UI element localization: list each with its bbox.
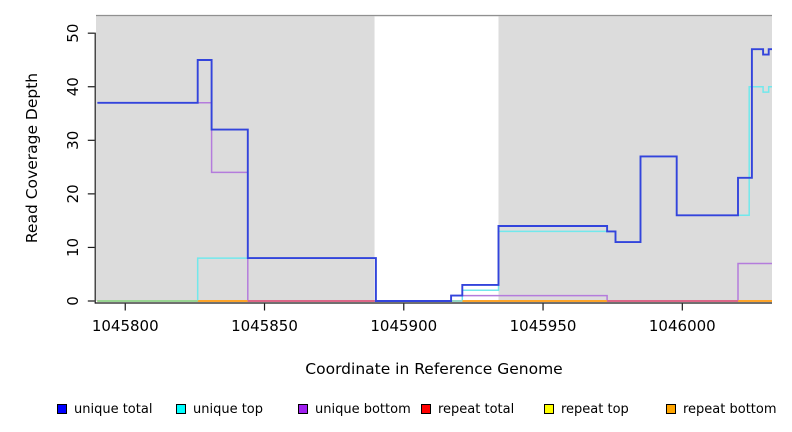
y-tick-label-20: 20	[64, 184, 82, 203]
x-tick-label-1046000: 1046000	[649, 317, 716, 335]
repeat-total-swatch-icon	[421, 404, 431, 414]
repeat-bottom-swatch-icon	[666, 404, 676, 414]
legend-item-unique-total: unique total	[57, 400, 152, 418]
unique-top-swatch-icon	[176, 404, 186, 414]
x-tick-label-1045900: 1045900	[370, 317, 437, 335]
x-tick-label-1045950: 1045950	[510, 317, 577, 335]
y-tick-label-10: 10	[64, 238, 82, 257]
legend-label: repeat bottom	[683, 401, 777, 417]
y-tick-label-30: 30	[64, 131, 82, 150]
series-unique-total	[97, 48, 772, 302]
legend-label: unique total	[74, 401, 153, 417]
x-tick-label-1045850: 1045850	[231, 317, 298, 335]
legend: unique total unique top unique bottom re…	[0, 400, 792, 422]
unique-bottom-swatch-icon	[298, 404, 308, 414]
legend-label: unique top	[193, 401, 264, 417]
legend-label: repeat top	[561, 401, 629, 417]
unique-total-swatch-icon	[57, 404, 67, 414]
y-tick-label-0: 0	[64, 296, 82, 306]
legend-item-repeat-bottom: repeat bottom	[666, 400, 777, 418]
x-axis-title: Coordinate in Reference Genome	[305, 360, 563, 378]
y-tick-label-50: 50	[64, 24, 82, 43]
legend-label: repeat total	[438, 401, 515, 417]
y-axis-title: Read Coverage Depth	[23, 72, 41, 244]
y-tick-label-40: 40	[64, 77, 82, 96]
legend-label: unique bottom	[315, 401, 411, 417]
legend-item-unique-bottom: unique bottom	[298, 400, 411, 418]
repeat-top-swatch-icon	[544, 404, 554, 414]
uncovered-region	[374, 16, 499, 302]
legend-item-repeat-top: repeat top	[544, 400, 629, 418]
legend-item-repeat-total: repeat total	[421, 400, 514, 418]
legend-item-unique-top: unique top	[176, 400, 263, 418]
x-tick-label-1045800: 1045800	[92, 317, 159, 335]
